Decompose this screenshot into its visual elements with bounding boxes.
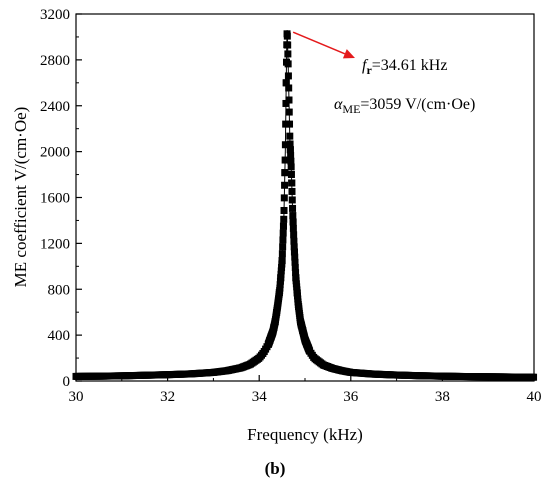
data-point xyxy=(280,215,288,223)
data-point xyxy=(279,243,287,251)
data-point xyxy=(291,263,299,271)
data-point xyxy=(292,269,300,277)
data-point xyxy=(289,212,297,220)
y-tick-label: 800 xyxy=(48,282,71,298)
data-point xyxy=(288,187,296,195)
annotation-fr: fr=34.61 kHz xyxy=(362,57,447,77)
annotation-alpha: αME=3059 V/(cm·Oe) xyxy=(334,96,475,116)
x-tick-label: 40 xyxy=(527,389,542,405)
data-point xyxy=(283,32,291,40)
annotation-fr-value: =34.61 kHz xyxy=(372,57,448,74)
panel-label: (b) xyxy=(265,459,286,478)
annotation-arrow xyxy=(292,31,346,55)
annotation-alpha-sub: ME xyxy=(342,102,360,116)
data-point xyxy=(279,236,287,244)
data-point xyxy=(287,151,295,159)
x-axis-ticks: 30 32 34 36 38 40 xyxy=(69,375,542,405)
y-tick-label: 1600 xyxy=(40,191,70,207)
y-tick-label: 2800 xyxy=(40,53,70,69)
data-point xyxy=(281,141,289,149)
data-point xyxy=(286,140,294,148)
data-point xyxy=(290,237,298,245)
data-point xyxy=(286,120,294,128)
data-point xyxy=(278,257,286,265)
x-tick-label: 32 xyxy=(160,389,175,405)
x-tick-label: 30 xyxy=(69,389,84,405)
data-point xyxy=(288,196,296,204)
annotation-arrowhead xyxy=(342,49,355,59)
data-point xyxy=(290,243,298,251)
data-point xyxy=(289,218,297,226)
data-point xyxy=(285,96,293,104)
data-point xyxy=(285,108,293,116)
y-axis-ticks: 0 400 800 1200 1600 2000 2400 2800 3200 xyxy=(40,7,82,390)
data-point xyxy=(284,60,292,68)
data-point xyxy=(291,258,299,266)
data-point xyxy=(287,170,295,178)
x-tick-label: 34 xyxy=(252,389,268,405)
data-point xyxy=(279,229,287,237)
data-point xyxy=(281,181,289,189)
data-point xyxy=(281,156,289,164)
data-point xyxy=(291,253,299,261)
annotations: fr=34.61 kHz αME=3059 V/(cm·Oe) xyxy=(292,31,475,116)
data-point xyxy=(288,179,296,187)
data-point xyxy=(284,41,292,49)
data-point xyxy=(286,132,294,140)
data-point xyxy=(280,206,288,214)
y-axis-label: ME coefficient V/(cm·Oe) xyxy=(11,107,30,288)
y-tick-label: 2400 xyxy=(40,99,70,115)
annotation-fr-symbol: f xyxy=(362,57,369,74)
data-point xyxy=(305,346,313,354)
data-point xyxy=(284,50,292,58)
y-tick-label: 400 xyxy=(48,328,71,344)
data-point xyxy=(287,163,295,171)
data-point xyxy=(289,204,297,212)
data-point xyxy=(280,194,288,202)
data-point xyxy=(286,146,294,154)
y-tick-label: 3200 xyxy=(40,7,70,23)
data-point xyxy=(282,79,290,87)
x-axis-label: Frequency (kHz) xyxy=(247,425,363,444)
annotation-fr-sub: r xyxy=(366,63,372,77)
data-point xyxy=(287,157,295,165)
annotation-alpha-symbol: α xyxy=(334,96,343,113)
data-point xyxy=(284,72,292,80)
data-point xyxy=(530,373,538,381)
series-peak-curve xyxy=(72,30,538,381)
y-tick-label: 1200 xyxy=(40,236,70,252)
data-point xyxy=(282,120,290,128)
x-tick-label: 36 xyxy=(343,389,359,405)
data-point xyxy=(281,169,289,177)
data-point xyxy=(289,224,297,232)
data-point xyxy=(290,248,298,256)
data-point xyxy=(278,250,286,258)
data-point xyxy=(279,222,287,230)
x-tick-label: 38 xyxy=(435,389,450,405)
y-tick-label: 0 xyxy=(63,374,71,390)
annotation-alpha-value: =3059 V/(cm·Oe) xyxy=(360,96,475,113)
y-tick-label: 2000 xyxy=(40,145,70,161)
data-point xyxy=(285,84,293,92)
data-point xyxy=(290,231,298,239)
